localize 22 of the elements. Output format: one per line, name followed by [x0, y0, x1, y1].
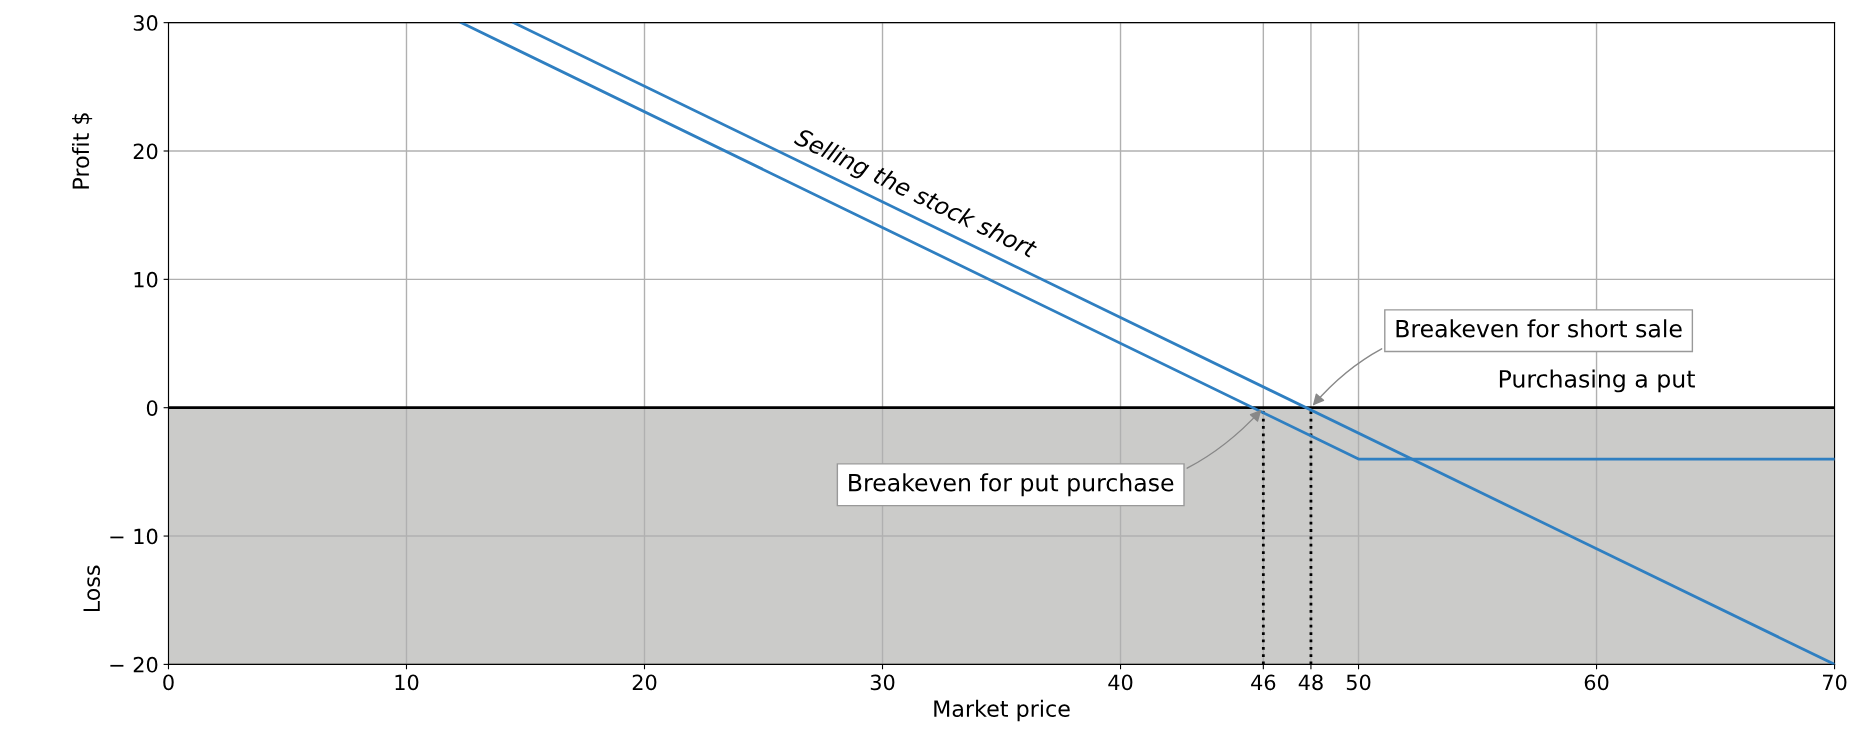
x-axis-title: Market price [934, 699, 1070, 722]
x-tick-label: 50 [1346, 674, 1371, 691]
x-tick-label: 30 [870, 674, 895, 691]
x-tick-label: 48 [1298, 674, 1323, 691]
text: Loss [83, 565, 101, 612]
x-tick-label: 60 [1584, 674, 1609, 691]
y-axis-title: Profit $ [72, 113, 93, 189]
x-tick-label: 46 [1251, 674, 1276, 691]
annotation: Purchasing a put [1499, 369, 1695, 393]
y-tick-label: 0 [146, 400, 158, 416]
y-tick-label: 20 [133, 143, 158, 160]
x-tick-label: 20 [632, 674, 657, 691]
x-tick-label: 10 [395, 674, 419, 691]
y-tick-label: 30 [133, 15, 158, 31]
annotation: Breakeven for put purchase [849, 473, 1174, 497]
annotation: Breakeven for short sale [1396, 319, 1682, 338]
y-tick-label: − 20 [110, 656, 158, 673]
x-tick-label: 70 [1823, 674, 1847, 691]
x-tick-label: 40 [1108, 674, 1133, 691]
x-tick-label: 0 [163, 674, 174, 691]
y-tick-label: 10 [134, 271, 158, 288]
y-tick-label: − 10 [110, 528, 158, 545]
